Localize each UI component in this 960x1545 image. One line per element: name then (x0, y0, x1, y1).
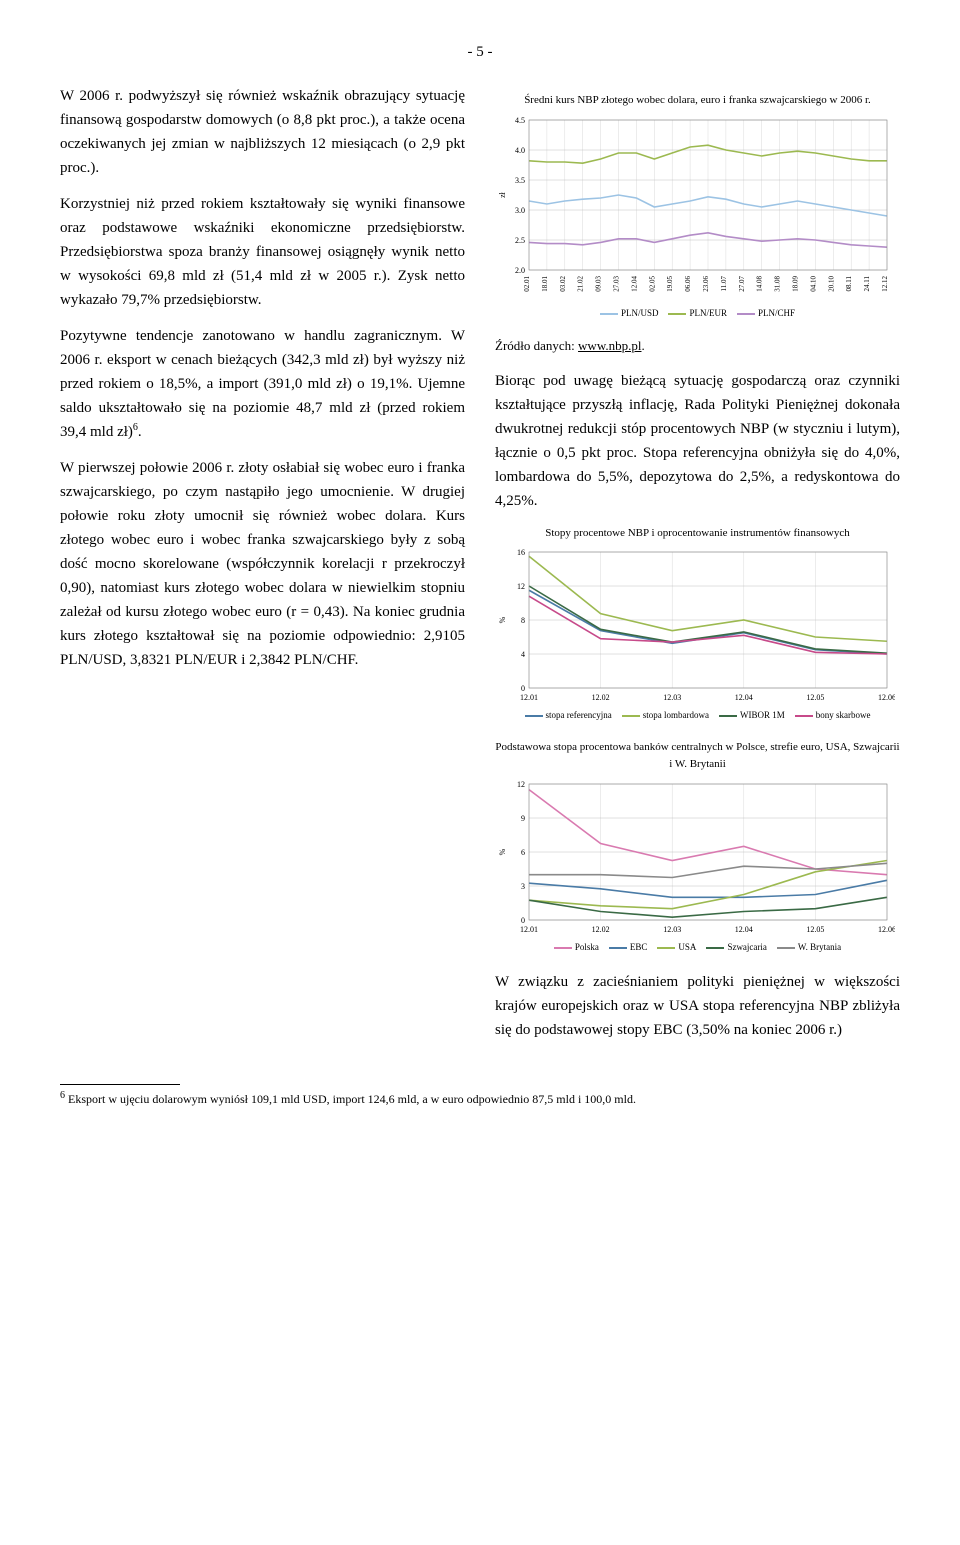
footnote-6: 6 Eksport w ujęciu dolarowym wyniósł 109… (60, 1089, 900, 1108)
svg-text:03.02: 03.02 (559, 275, 567, 291)
svg-text:02.01: 02.01 (523, 275, 531, 291)
svg-text:14.08: 14.08 (756, 275, 764, 291)
svg-text:zł: zł (498, 191, 507, 198)
svg-text:04.10: 04.10 (809, 275, 817, 291)
svg-text:12.12: 12.12 (881, 275, 889, 291)
svg-text:3.0: 3.0 (515, 206, 525, 215)
right-column: Średni kurs NBP złotego wobec dolara, eu… (495, 84, 900, 1054)
svg-text:12: 12 (517, 780, 525, 789)
source-link[interactable]: www.nbp.pl (578, 338, 641, 353)
svg-text:02.05: 02.05 (648, 275, 656, 291)
svg-text:12.03: 12.03 (663, 693, 681, 702)
legend-item: USA (657, 940, 696, 954)
para-3-text: Pozytywne tendencje zanotowano w handlu … (60, 328, 465, 440)
svg-text:21.02: 21.02 (577, 275, 585, 291)
svg-text:16: 16 (517, 548, 525, 557)
para-3: Pozytywne tendencje zanotowano w handlu … (60, 324, 465, 444)
svg-text:12.04: 12.04 (630, 275, 638, 291)
chart2-title: Stopy procentowe NBP i oprocentowanie in… (495, 525, 900, 543)
svg-text:%: % (498, 617, 507, 624)
svg-text:2.5: 2.5 (515, 236, 525, 245)
svg-text:12.05: 12.05 (806, 925, 824, 934)
svg-text:12: 12 (517, 582, 525, 591)
svg-text:8: 8 (521, 616, 525, 625)
chart1-legend: PLN/USD PLN/EUR PLN/CHF (495, 306, 900, 320)
chart3-legend: Polska EBC USA Szwajcaria W. Brytania (495, 940, 900, 954)
svg-text:12.04: 12.04 (735, 693, 753, 702)
svg-text:12.02: 12.02 (592, 693, 610, 702)
source-tail: . (641, 338, 644, 353)
svg-text:20.10: 20.10 (827, 275, 835, 291)
footnote-text: Eksport w ujęciu dolarowym wyniósł 109,1… (65, 1092, 636, 1106)
chart-cb-rates: Podstawowa stopa procentowa banków centr… (495, 739, 900, 955)
legend-item: EBC (609, 940, 648, 954)
footnote-separator (60, 1084, 180, 1085)
svg-text:0: 0 (521, 916, 525, 925)
svg-text:12.02: 12.02 (592, 925, 610, 934)
chart1-source: Źródło danych: www.nbp.pl. (495, 336, 900, 357)
svg-text:12.05: 12.05 (806, 693, 824, 702)
legend-item: Polska (554, 940, 599, 954)
legend-item: PLN/CHF (737, 306, 795, 320)
chart3-title: Podstawowa stopa procentowa banków centr… (495, 739, 900, 774)
svg-text:08.11: 08.11 (845, 275, 853, 291)
chart1-title: Średni kurs NBP złotego wobec dolara, eu… (495, 92, 900, 110)
svg-text:%: % (498, 848, 507, 855)
legend-item: stopa referencyjna (525, 708, 612, 722)
svg-text:12.01: 12.01 (520, 925, 538, 934)
para-2: Korzystniej niż przed rokiem kształtował… (60, 192, 465, 312)
chart-fx-rates: Średni kurs NBP złotego wobec dolara, eu… (495, 92, 900, 320)
svg-text:0: 0 (521, 684, 525, 693)
para-1: W 2006 r. podwyższył się również wskaźni… (60, 84, 465, 180)
left-column: W 2006 r. podwyższył się również wskaźni… (60, 84, 465, 1054)
legend-item: PLN/USD (600, 306, 659, 320)
chart-nbp-rates: Stopy procentowe NBP i oprocentowanie in… (495, 525, 900, 723)
svg-text:3.5: 3.5 (515, 176, 525, 185)
para-3-tail: . (138, 424, 142, 440)
legend-item: WIBOR 1M (719, 708, 785, 722)
svg-text:12.01: 12.01 (520, 693, 538, 702)
svg-text:2.0: 2.0 (515, 266, 525, 275)
svg-text:09.03: 09.03 (595, 275, 603, 291)
para-6: W związku z zacieśnianiem polityki pieni… (495, 970, 900, 1042)
svg-text:12.06: 12.06 (878, 693, 895, 702)
legend-item: W. Brytania (777, 940, 841, 954)
chart2-svg: 0 4 8 12 16% 12.01 12.02 12.03 12.04 12.05 12.06 (495, 546, 895, 706)
svg-text:19.05: 19.05 (666, 275, 674, 291)
para-4: W pierwszej połowie 2006 r. złoty osłabi… (60, 456, 465, 672)
para-5: Biorąc pod uwagę bieżącą sytuację gospod… (495, 369, 900, 513)
legend-item: Szwajcaria (706, 940, 766, 954)
svg-text:12.06: 12.06 (878, 925, 895, 934)
svg-text:06.06: 06.06 (684, 275, 692, 291)
legend-item: PLN/EUR (668, 306, 727, 320)
svg-text:11.07: 11.07 (720, 275, 728, 291)
source-label: Źródło danych: (495, 338, 578, 353)
chart3-svg: 0 3 6 9 12% 12.01 12.02 12.03 12.04 12.05 12.06 (495, 778, 895, 938)
svg-text:4.0: 4.0 (515, 146, 525, 155)
svg-text:12.03: 12.03 (663, 925, 681, 934)
svg-text:27.03: 27.03 (613, 275, 621, 291)
page-number: - 5 - (60, 40, 900, 64)
svg-text:4: 4 (521, 650, 525, 659)
legend-item: bony skarbowe (795, 708, 871, 722)
svg-text:12.04: 12.04 (735, 925, 753, 934)
svg-text:18.09: 18.09 (792, 275, 800, 291)
svg-text:6: 6 (521, 848, 525, 857)
svg-text:3: 3 (521, 882, 525, 891)
svg-text:27.07: 27.07 (738, 275, 746, 291)
svg-text:18.01: 18.01 (541, 275, 549, 291)
svg-text:24.11: 24.11 (863, 275, 871, 291)
chart1-svg: 2.0 2.5 3.0 3.5 4.0 4.5 zł 02.01 18.01 03.02 21.02… (495, 114, 895, 304)
svg-text:31.08: 31.08 (774, 275, 782, 291)
chart2-legend: stopa referencyjna stopa lombardowa WIBOR … (495, 708, 900, 722)
svg-text:23.06: 23.06 (702, 275, 710, 291)
svg-text:4.5: 4.5 (515, 116, 525, 125)
svg-text:9: 9 (521, 814, 525, 823)
legend-item: stopa lombardowa (622, 708, 709, 722)
